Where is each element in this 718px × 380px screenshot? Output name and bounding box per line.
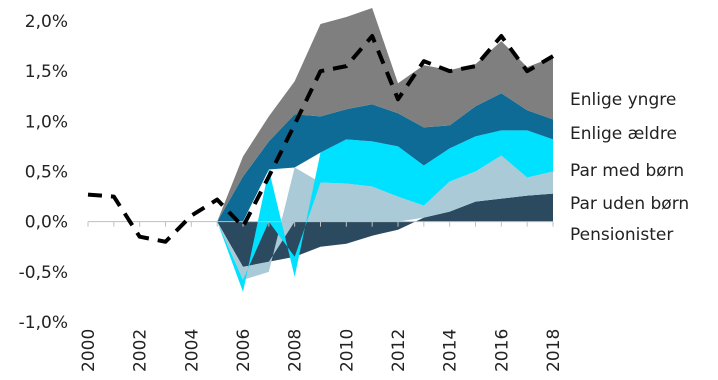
x-tick-label: 2002 <box>131 329 151 372</box>
y-tick-label: 0,0% <box>25 213 68 233</box>
legend-label: Par uden børn <box>570 194 689 214</box>
area-enlige-ældre <box>217 93 554 222</box>
x-tick-label: 2006 <box>234 329 254 372</box>
area-layers <box>217 7 554 292</box>
area-par-uden-børn <box>217 155 554 280</box>
y-tick-labels: -1,0% -0,5% 0,0% 0,5% 1,0% 1,5% 2,0% <box>19 12 68 333</box>
legend-label: Pensionister <box>570 225 673 245</box>
x-tick-label: 2008 <box>286 329 306 372</box>
x-tick-label: 2004 <box>182 329 202 372</box>
legend-label: Enlige ældre <box>570 124 677 144</box>
x-tick-label: 2012 <box>389 329 409 372</box>
x-tick-label: 2014 <box>441 329 461 372</box>
x-tick-label: 2000 <box>79 329 99 372</box>
total-dashed-line <box>87 34 555 244</box>
y-tick-label: 1,0% <box>25 112 68 132</box>
y-tick-label: 2,0% <box>25 12 68 32</box>
y-tick-label: -1,0% <box>19 313 68 333</box>
y-tick-label: 0,5% <box>25 163 68 183</box>
x-tick-label: 2016 <box>492 329 512 372</box>
total-line-layer <box>87 34 555 244</box>
axes <box>87 221 554 227</box>
y-tick-label: 1,5% <box>25 62 68 82</box>
legend: Enlige yngre Enlige ældre Par med børn Par … <box>570 90 689 245</box>
area-pensionister <box>217 193 554 267</box>
area-par-med-børn <box>217 130 554 292</box>
area-enlige-yngre <box>217 7 554 222</box>
x-tick-label: 2018 <box>544 329 564 372</box>
legend-label: Enlige yngre <box>570 90 676 110</box>
x-tick-label: 2010 <box>337 329 357 372</box>
y-tick-label: -0,5% <box>19 263 68 283</box>
legend-label: Par med børn <box>570 161 684 181</box>
x-tick-labels: 2000 2002 2004 2006 2008 2010 2012 2014 2016 2018 <box>79 329 564 372</box>
